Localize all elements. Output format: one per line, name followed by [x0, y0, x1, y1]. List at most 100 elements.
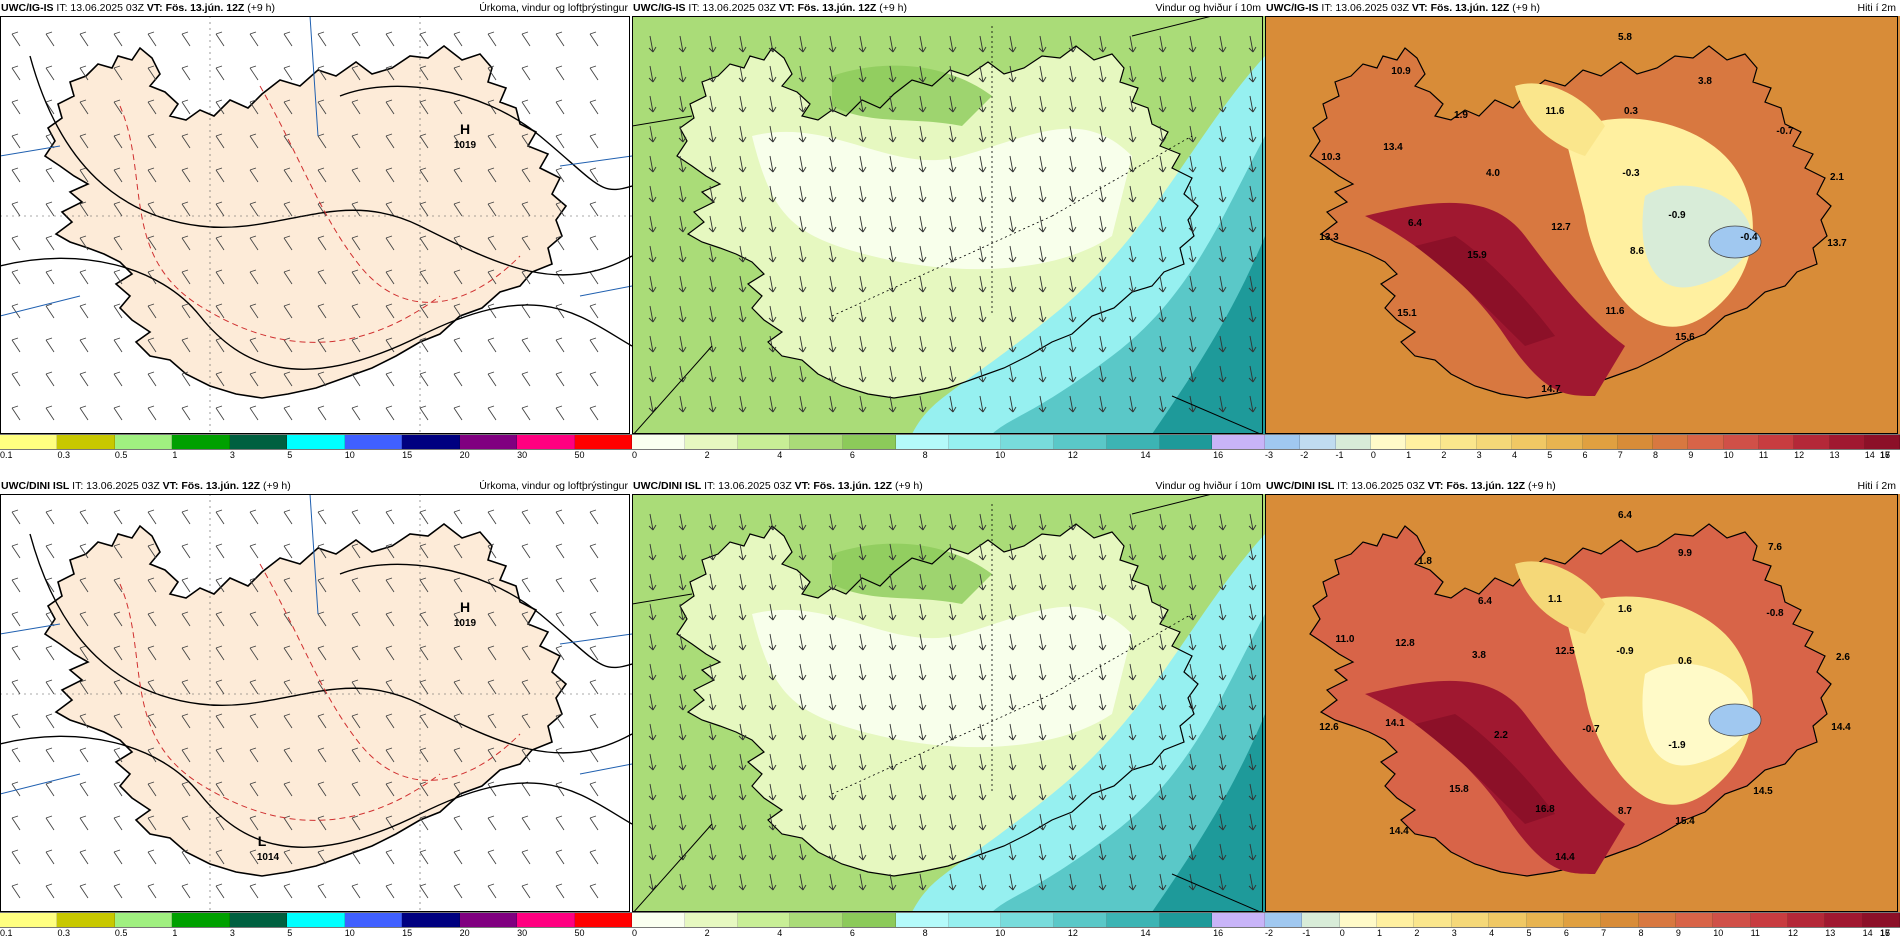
temperature-label: -0.8: [1766, 608, 1784, 619]
wind-barb: [79, 509, 89, 525]
wind-barb: [249, 679, 259, 695]
wind-arrow: [1038, 245, 1047, 263]
wind-barb: [283, 31, 293, 47]
wind-barb: [385, 849, 395, 865]
temperature-label: 12.6: [1319, 722, 1339, 733]
wind-arrow: [768, 185, 777, 203]
wind-arrow: [768, 543, 777, 561]
colorbar-swatch: [1265, 435, 1301, 449]
colorbar-tick-label: 15: [1880, 928, 1891, 938]
wind-arrow: [1008, 573, 1017, 591]
colorbar-tick-label: 2: [704, 928, 710, 938]
wind-arrow: [948, 663, 957, 681]
wind-barb: [11, 167, 21, 183]
wind-barb: [215, 849, 225, 865]
wind-barb: [419, 99, 429, 115]
wind-barb: [249, 543, 259, 559]
wind-barb: [555, 645, 565, 661]
wind-barb: [113, 645, 123, 661]
wind-arrow: [738, 603, 747, 621]
wind-barb: [45, 679, 55, 695]
colorbar-swatch: [1106, 435, 1160, 449]
wind-arrow: [1248, 633, 1257, 651]
wind-arrow: [1188, 663, 1197, 681]
wind-arrow: [918, 873, 927, 891]
colorbar-tick-label: 10: [344, 928, 355, 938]
colorbar-tick-label: -2: [1265, 928, 1274, 938]
wind-barb: [113, 781, 123, 797]
wind-arrow: [1248, 543, 1257, 561]
colorbar-swatch: [1688, 435, 1724, 449]
wind-barb: [147, 167, 157, 183]
wind-barb: [11, 645, 21, 661]
wind-arrow: [1068, 35, 1077, 53]
colorbar-swatch: [344, 913, 403, 927]
map-svg: [632, 16, 1265, 434]
wind-arrow: [768, 843, 777, 861]
wind-arrow: [1188, 365, 1197, 383]
wind-arrow: [708, 155, 717, 173]
colorbar-tick-label: 0: [1339, 928, 1345, 938]
wind-arrow: [1248, 245, 1257, 263]
wind-barb: [487, 509, 497, 525]
wind-arrow: [1158, 543, 1167, 561]
wind-arrow: [738, 543, 747, 561]
wind-barb: [249, 303, 259, 319]
wind-arrow: [948, 215, 957, 233]
wind-barb: [317, 883, 327, 899]
wind-arrow: [1038, 335, 1047, 353]
wind-arrow: [828, 783, 837, 801]
wind-arrow: [678, 395, 687, 413]
wind-barb: [487, 31, 497, 47]
wind-arrow: [1098, 155, 1107, 173]
colorbar: [632, 434, 1265, 450]
colorbar-swatch: [517, 913, 575, 927]
wind-arrow: [1068, 215, 1077, 233]
wind-arrow: [1218, 395, 1227, 413]
wind-barb: [283, 509, 293, 525]
temp-zone: [1515, 561, 1605, 634]
wind-arrow: [1218, 813, 1227, 831]
wind-arrow: [888, 663, 897, 681]
wind-arrow: [948, 753, 957, 771]
wind-barb: [317, 543, 327, 559]
wind-arrow: [798, 305, 807, 323]
wind-barb: [181, 645, 191, 661]
wind-arrow: [768, 783, 777, 801]
panel-header: UWC/IG-IS IT: 13.06.2025 03Z VT: Fös. 13…: [1265, 0, 1900, 16]
wind-arrow: [1068, 543, 1077, 561]
colorbar-swatch: [57, 435, 115, 449]
wind-arrow: [1128, 95, 1137, 113]
wind-arrow: [978, 245, 987, 263]
wind-arrow: [768, 873, 777, 891]
wind-barb: [385, 883, 395, 899]
wind-barb: [215, 303, 225, 319]
wind-arrow: [1248, 155, 1257, 173]
wind-barb: [487, 815, 497, 831]
temperature-label: 0.3: [1624, 106, 1638, 117]
colorbar: [0, 434, 632, 450]
map-area: H 1019 L 1014: [0, 494, 632, 912]
wind-arrow: [1068, 245, 1077, 263]
wind-arrow: [1038, 65, 1047, 83]
wind-arrow: [708, 723, 717, 741]
temperature-label: 10.9: [1391, 66, 1411, 77]
wind-arrow: [798, 663, 807, 681]
wind-barb: [113, 509, 123, 525]
colorbar-swatch: [1617, 435, 1654, 449]
wind-arrow: [918, 783, 927, 801]
wind-arrow: [678, 185, 687, 203]
wind-barb: [317, 99, 327, 115]
wind-barb: [589, 645, 599, 661]
colorbar-swatch: [172, 913, 230, 927]
wind-arrow: [1188, 513, 1197, 531]
wind-barb: [113, 337, 123, 353]
wind-barb: [521, 713, 531, 729]
wind-arrow: [858, 603, 867, 621]
colorbar-tick-label: 5: [287, 450, 293, 460]
wind-barb: [419, 543, 429, 559]
wind-barb: [453, 167, 463, 183]
wind-arrow: [1188, 215, 1197, 233]
wind-arrow: [1188, 125, 1197, 143]
wind-barb: [487, 65, 497, 81]
